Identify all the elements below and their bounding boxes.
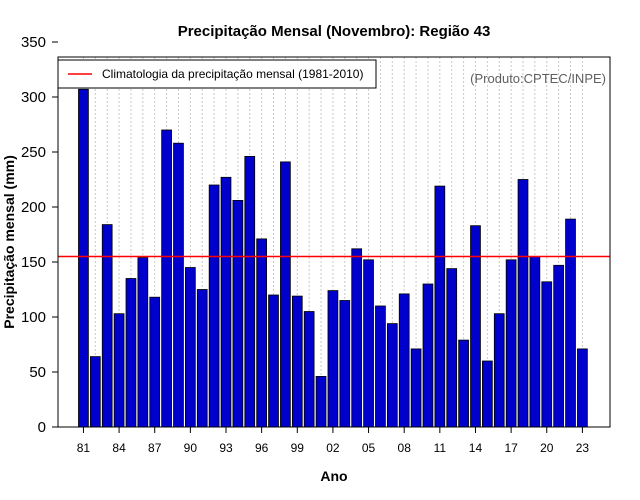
y-tick-label: 200 <box>21 199 46 216</box>
credit-text: (Produto:CPTEC/INPE) <box>470 71 606 86</box>
x-tick-label: 81 <box>77 441 91 455</box>
bar-2023 <box>577 348 588 428</box>
chart-title: Precipitação Mensal (Novembro): Região 4… <box>178 23 491 40</box>
bar-1990 <box>185 267 196 428</box>
bar-1999 <box>291 295 303 428</box>
bar-2011 <box>434 185 446 428</box>
bar-2006 <box>375 305 386 428</box>
legend: Climatologia da precipitação mensal (198… <box>57 59 377 89</box>
bar-1991 <box>196 289 208 428</box>
x-tick-label: 05 <box>362 441 376 455</box>
bar-2003 <box>339 300 351 428</box>
legend-box <box>57 59 377 89</box>
bar-2009 <box>410 348 422 428</box>
bar-2004 <box>351 248 363 428</box>
x-tick-label: 99 <box>291 441 305 455</box>
y-tick-label: 250 <box>21 144 46 161</box>
bar-1994 <box>232 199 244 428</box>
bar-1982 <box>89 356 101 428</box>
bar-2010 <box>422 283 434 428</box>
bar-series <box>78 88 588 428</box>
bar-1996 <box>256 238 267 428</box>
bar-1995 <box>244 155 256 428</box>
bar-2001 <box>315 375 327 428</box>
x-tick-label: 11 <box>434 441 447 455</box>
bar-2015 <box>482 360 493 428</box>
x-tick-label: 14 <box>469 441 483 455</box>
x-tick-label: 93 <box>219 441 233 455</box>
x-tick-label: 17 <box>504 441 518 455</box>
bar-2017 <box>505 259 517 428</box>
bar-1985 <box>125 278 137 428</box>
legend-label: Climatologia da precipitação mensal (198… <box>102 67 363 81</box>
y-tick-label: 100 <box>21 309 46 326</box>
bar-1983 <box>101 224 113 428</box>
bar-1993 <box>220 176 232 428</box>
bar-2002 <box>327 290 339 428</box>
y-axis: 0 50 100 150 200 250 300 350 <box>21 34 58 436</box>
bar-2016 <box>493 313 505 428</box>
y-tick-label: 350 <box>21 34 46 51</box>
x-tick-label: 84 <box>112 441 126 455</box>
y-tick-label: 0 <box>38 419 46 436</box>
bar-1984 <box>113 313 125 428</box>
bar-2018 <box>517 179 529 428</box>
bar-2013 <box>458 339 469 428</box>
y-tick-label: 150 <box>21 254 46 271</box>
x-axis-label: Ano <box>320 468 347 484</box>
x-tick-label: 87 <box>148 441 162 455</box>
x-axis: 81 84 87 90 93 96 99 02 05 08 11 14 17 20 23 <box>77 427 590 455</box>
x-tick-label: 08 <box>398 441 412 455</box>
bar-2020 <box>541 281 553 428</box>
bar-2012 <box>446 268 458 428</box>
bar-1992 <box>208 184 220 428</box>
bar-1986 <box>137 257 149 428</box>
bar-1981 <box>78 88 89 428</box>
bar-1987 <box>149 296 161 428</box>
x-tick-label: 23 <box>576 441 590 455</box>
x-tick-label: 96 <box>255 441 269 455</box>
bar-2000 <box>303 311 315 428</box>
y-tick-label: 50 <box>29 364 46 381</box>
bar-2005 <box>363 259 374 428</box>
x-tick-label: 02 <box>326 441 340 455</box>
x-tick-label: 20 <box>540 441 554 455</box>
bar-2007 <box>386 323 398 428</box>
bar-1989 <box>173 142 184 428</box>
y-axis-label: Precipitação mensal (mm) <box>1 155 17 329</box>
bar-2019 <box>529 256 541 428</box>
bar-1988 <box>161 129 172 428</box>
bar-2008 <box>398 293 410 428</box>
plot-frame <box>57 56 611 428</box>
bar-1998 <box>280 161 291 428</box>
x-tick-label: 90 <box>184 441 198 455</box>
bar-2022 <box>565 218 576 428</box>
bar-2021 <box>553 264 564 428</box>
y-tick-label: 300 <box>21 89 46 106</box>
bar-1997 <box>268 294 279 428</box>
